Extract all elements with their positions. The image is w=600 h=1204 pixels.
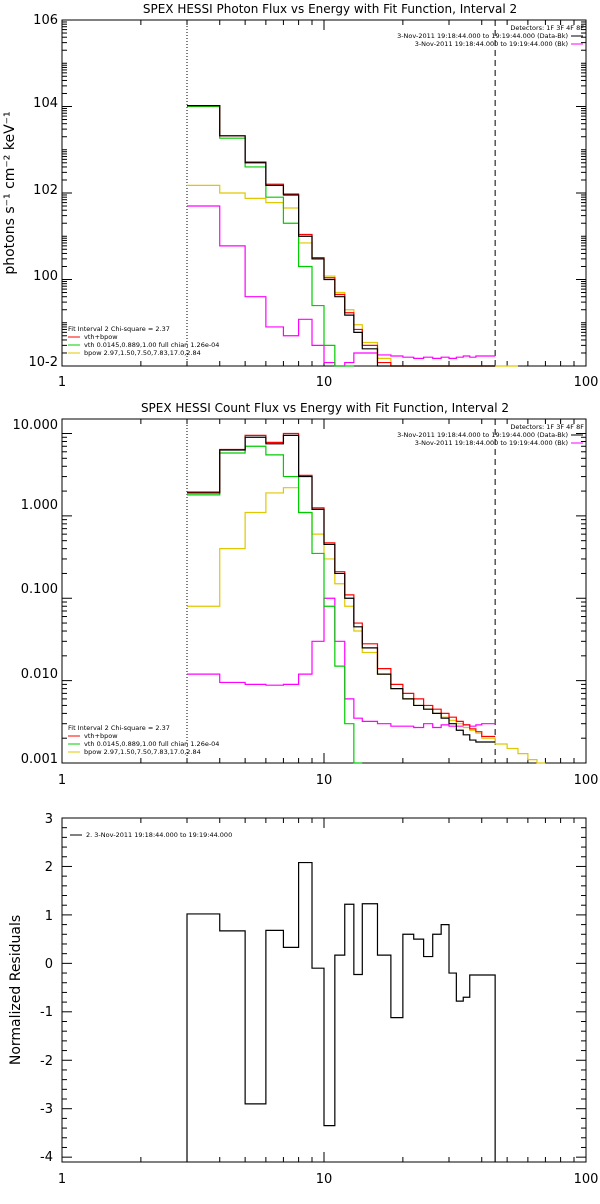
count-y-tick-label: 10.000 bbox=[13, 418, 59, 433]
count-fit-heading: Fit Interval 2 Chi-square = 2.37 bbox=[68, 724, 170, 732]
count-y-tick-label: 0.010 bbox=[21, 667, 58, 682]
photon-x-tick-label: 10 bbox=[316, 375, 333, 390]
photon-fit-item: bpow 2.97,1.50,7.50,7.83,17.0,2.84 bbox=[84, 349, 201, 357]
residuals-y-axis-label: Normalized Residuals bbox=[8, 915, 24, 1065]
residuals-y-tick-label: -2 bbox=[40, 1054, 53, 1069]
residuals-y-tick-label: 3 bbox=[45, 812, 53, 827]
series-background-line bbox=[187, 205, 496, 367]
photon-y-tick-label: 106 bbox=[33, 13, 58, 28]
count-flux-panel: SPEX HESSI Count Flux vs Energy with Fit… bbox=[13, 401, 599, 788]
series-bpow-line bbox=[187, 184, 518, 367]
photon-y-tick-label: 104 bbox=[33, 96, 58, 111]
count-x-tick-label: 10 bbox=[316, 773, 333, 788]
residuals-y-tick-label: 2 bbox=[45, 860, 53, 875]
series-fit-sum-line bbox=[187, 432, 496, 738]
count-x-tick-label: 100 bbox=[574, 773, 599, 788]
photon-legend-bottom-left: Fit Interval 2 Chi-square = 2.37 vth+bpo… bbox=[68, 325, 219, 357]
count-legend-data-bk: 3-Nov-2011 19:18:44.000 to 19:19:44.000 … bbox=[397, 431, 568, 439]
residuals-y-tick-label: -3 bbox=[40, 1102, 53, 1117]
photon-legend-detectors: Detectors: 1F 3F 4F 8F bbox=[510, 24, 584, 32]
series-total-line bbox=[187, 434, 496, 743]
photon-title: SPEX HESSI Photon Flux vs Energy with Fi… bbox=[143, 2, 517, 16]
photon-fit-heading: Fit Interval 2 Chi-square = 2.37 bbox=[68, 325, 170, 333]
residuals-x-tick-label: 1 bbox=[58, 1172, 66, 1187]
photon-legend-data-bk: 3-Nov-2011 19:18:44.000 to 19:19:44.000 … bbox=[397, 32, 568, 40]
series-fit-sum-line bbox=[187, 104, 496, 367]
photon-fit-range-lines bbox=[186, 20, 496, 366]
count-y-tick-label: 0.001 bbox=[21, 752, 58, 767]
count-legend-top-right: Detectors: 1F 3F 4F 8F 3-Nov-2011 19:18:… bbox=[397, 423, 584, 447]
count-y-tick-label: 0.100 bbox=[21, 582, 58, 597]
series-vth-line bbox=[187, 445, 363, 764]
count-legend-detectors: Detectors: 1F 3F 4F 8F bbox=[510, 423, 584, 431]
count-fit-range-lines bbox=[186, 419, 496, 763]
residuals-x-tick-labels: 1 10 100 bbox=[58, 1172, 599, 1187]
photon-ticks bbox=[61, 19, 586, 367]
count-fit-item: vth+bpow bbox=[84, 732, 118, 740]
photon-y-tick-labels: 106 104 102 100 10-2 bbox=[28, 13, 58, 370]
photon-y-tick-label: 10-2 bbox=[28, 355, 58, 370]
photon-x-tick-label: 1 bbox=[58, 375, 66, 390]
count-fit-item: vth 0.0145,0.889,1.00 full chian 1.26e-0… bbox=[84, 740, 219, 748]
count-series bbox=[187, 432, 546, 764]
residuals-y-tick-labels: 3 2 1 0 -1 -2 -3 -4 bbox=[40, 812, 53, 1165]
photon-x-tick-label: 100 bbox=[574, 375, 599, 390]
residuals-y-tick-label: 1 bbox=[45, 909, 53, 924]
count-x-tick-label: 1 bbox=[58, 773, 66, 788]
residuals-panel: Normalized Residuals 3 2 1 0 -1 -2 -3 -4… bbox=[8, 812, 598, 1187]
count-title: SPEX HESSI Count Flux vs Energy with Fit… bbox=[141, 401, 509, 415]
residuals-y-tick-label: -1 bbox=[40, 1005, 53, 1020]
count-x-tick-labels: 1 10 100 bbox=[58, 773, 599, 788]
photon-legend-top-right: Detectors: 1F 3F 4F 8F 3-Nov-2011 19:18:… bbox=[397, 24, 584, 48]
photon-y-tick-label: 100 bbox=[33, 269, 58, 284]
photon-y-tick-label: 102 bbox=[33, 183, 58, 198]
photon-fit-item: vth+bpow bbox=[84, 333, 118, 341]
series-total-line bbox=[187, 104, 496, 367]
count-fit-item: bpow 2.97,1.50,7.50,7.83,17.0,2.84 bbox=[84, 748, 201, 756]
residuals-x-tick-label: 100 bbox=[574, 1172, 599, 1187]
residuals-y-tick-label: -4 bbox=[40, 1150, 53, 1165]
photon-y-axis-label: photons s⁻¹ cm⁻² keV⁻¹ bbox=[2, 111, 18, 274]
count-y-tick-labels: 10.000 1.000 0.100 0.010 0.001 bbox=[13, 418, 59, 767]
photon-legend-bk: 3-Nov-2011 19:18:44.000 to 19:19:44.000 … bbox=[415, 40, 568, 48]
count-y-tick-label: 1.000 bbox=[21, 498, 58, 513]
photon-x-tick-labels: 1 10 100 bbox=[58, 375, 599, 390]
residuals-x-tick-label: 10 bbox=[316, 1172, 333, 1187]
photon-flux-panel: SPEX HESSI Photon Flux vs Energy with Fi… bbox=[2, 2, 598, 390]
count-legend-bottom-left: Fit Interval 2 Chi-square = 2.37 vth+bpo… bbox=[68, 724, 219, 756]
photon-series bbox=[187, 104, 518, 367]
series-background-line bbox=[187, 597, 496, 729]
residuals-legend-entry: 2. 3-Nov-2011 19:18:44.000 to 19:19:44.0… bbox=[86, 831, 232, 839]
photon-fit-item: vth 0.0145,0.889,1.00 full chian 1.26e-0… bbox=[84, 341, 219, 349]
residuals-y-tick-label: 0 bbox=[45, 957, 53, 972]
series-residual-line bbox=[186, 861, 496, 1162]
count-legend-bk: 3-Nov-2011 19:18:44.000 to 19:19:44.000 … bbox=[415, 439, 568, 447]
residuals-legend: 2. 3-Nov-2011 19:18:44.000 to 19:19:44.0… bbox=[70, 831, 232, 839]
residuals-series bbox=[186, 861, 496, 1162]
residuals-ticks bbox=[61, 817, 586, 1162]
